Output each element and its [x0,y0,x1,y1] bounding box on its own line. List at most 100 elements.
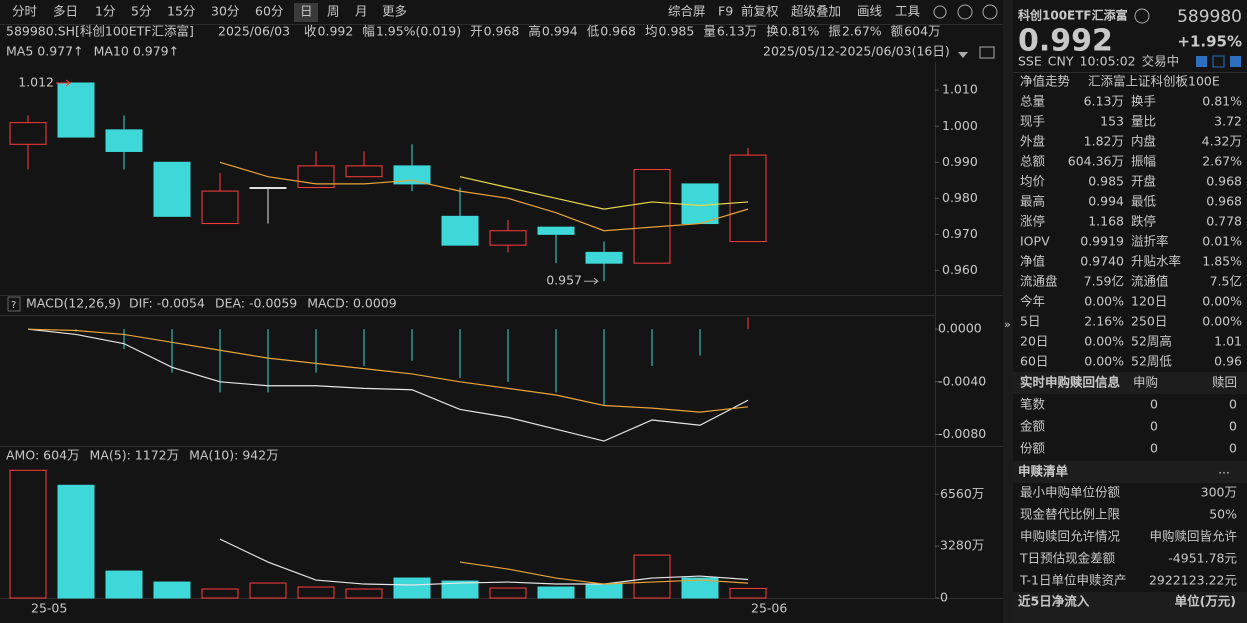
stat-value: 1.85% [1202,254,1242,269]
stat-value: 0.00% [1084,294,1124,309]
label: MACD(12,26,9) [26,296,121,311]
candle-body [201,190,239,225]
panel-divider[interactable] [1003,0,1013,623]
line [219,161,749,232]
y-tick-label: 0.0000 [938,321,982,336]
stat-label: 250日 [1131,314,1167,329]
label: -0.0059 [249,296,297,311]
stat-label: 振幅 [1131,154,1156,169]
period-tab[interactable]: 更多 [382,4,407,19]
volume-bar [633,554,671,599]
stat-value: 7.59亿 [1084,274,1124,289]
period-tab[interactable]: 15分 [167,4,195,19]
row-value: 300万 [1201,485,1237,500]
stat-label: 升贴水率 [1131,254,1181,269]
line [219,538,749,586]
help-button[interactable] [957,4,973,20]
row-label: 申购赎回允许情况 [1020,529,1121,544]
period-tab[interactable]: 多日 [53,4,78,19]
candle-body [681,183,719,225]
section-header [1013,461,1247,483]
stat-value: 0.9740 [1080,254,1124,269]
row-value: 2922123.22元 [1149,573,1237,588]
volume-bar [441,580,479,599]
stat-label: 20日 [1020,334,1048,349]
tool-button[interactable]: 综合屏 [668,4,706,19]
row-label: 笔数 [1020,397,1046,412]
label: 2.67% [842,24,882,39]
stat-value: 4.32万 [1202,134,1242,149]
max-label: 1.012 [18,75,54,90]
period-tab[interactable]: 分时 [12,4,38,19]
stat-label: 量比 [1131,114,1156,129]
tool-icon[interactable] [979,46,995,59]
settings-icon[interactable] [933,5,947,19]
status-icon[interactable] [1212,55,1225,68]
stat-value: 0.968 [1206,194,1242,209]
stat-value: 0.81% [1202,94,1242,109]
y-tick-label: 0.970 [942,226,978,241]
info-icon[interactable] [1134,8,1150,24]
x-tick-label: 25-06 [751,601,787,616]
stat-label: 最低 [1131,194,1157,209]
tool-button[interactable]: 画线 [857,4,883,19]
help-icon[interactable] [7,296,21,312]
help-icon-text[interactable]: ? [11,300,16,311]
tool-button[interactable]: 工具 [895,4,921,19]
tool-button[interactable]: 前复权 [741,4,779,19]
label: 0.968 [484,24,520,39]
label: MA(5): [90,448,131,463]
change: +1.95% [1177,33,1242,51]
minimize-button[interactable] [982,4,998,20]
period-tab[interactable]: 日 [300,4,313,19]
more-button[interactable]: ... [1218,462,1230,477]
tool-button[interactable]: F9 [718,4,733,19]
candle-body [153,161,191,217]
stat-value: 0.968 [1206,174,1242,189]
label: 604万 [904,24,940,39]
volume-bar [393,577,431,599]
section-title: 实时申购赎回信息 [1020,375,1121,390]
collapse-icon[interactable]: » [1004,318,1011,331]
stat-label: 总额 [1020,154,1046,169]
stat-value: 0.00% [1084,334,1124,349]
period-tab[interactable]: 周 [327,4,340,19]
row-value: -4951.78元 [1168,551,1237,566]
y-tick-label: 0.990 [942,154,978,169]
stat-value: 0.985 [1088,174,1124,189]
candle-body [57,82,95,138]
row-label: T日预估现金差额 [1019,551,1116,566]
candle-body [441,215,479,246]
period-tab[interactable]: 1分 [95,4,115,19]
selected-tab [294,3,318,22]
column-header: 申购 [1133,375,1158,390]
status-icon[interactable] [1196,56,1207,67]
y-tick-label: 0.980 [942,190,978,205]
period-tab[interactable]: 5分 [131,4,151,19]
dropdown-icon[interactable] [958,52,968,58]
candle-body [345,165,383,178]
status-icon[interactable] [1230,56,1241,67]
volume-bar [585,583,623,599]
tool-button[interactable]: 超级叠加 [791,4,841,19]
volume-bar [9,469,47,599]
stat-value: 0.00% [1202,314,1242,329]
period-tab[interactable]: 60分 [255,4,283,19]
fund-code: 589980 [1177,7,1242,27]
label: MA(10): [189,448,238,463]
period-tab[interactable]: 30分 [211,4,239,19]
label: 0.81% [780,24,820,39]
stat-label: 52周高 [1131,334,1172,349]
stat-value: 1.82万 [1084,134,1124,149]
stat-label: 最高 [1020,194,1045,209]
stat-value: 1.168 [1088,214,1124,229]
stat-label: 开盘 [1131,174,1156,189]
label: MACD: [307,296,349,311]
date: 2025/06/03 [218,24,290,39]
period-tab[interactable]: 月 [355,4,368,19]
y-tick-label: 6560万 [940,486,984,501]
row-value: 0 [1229,397,1237,412]
candle-body [585,251,623,264]
